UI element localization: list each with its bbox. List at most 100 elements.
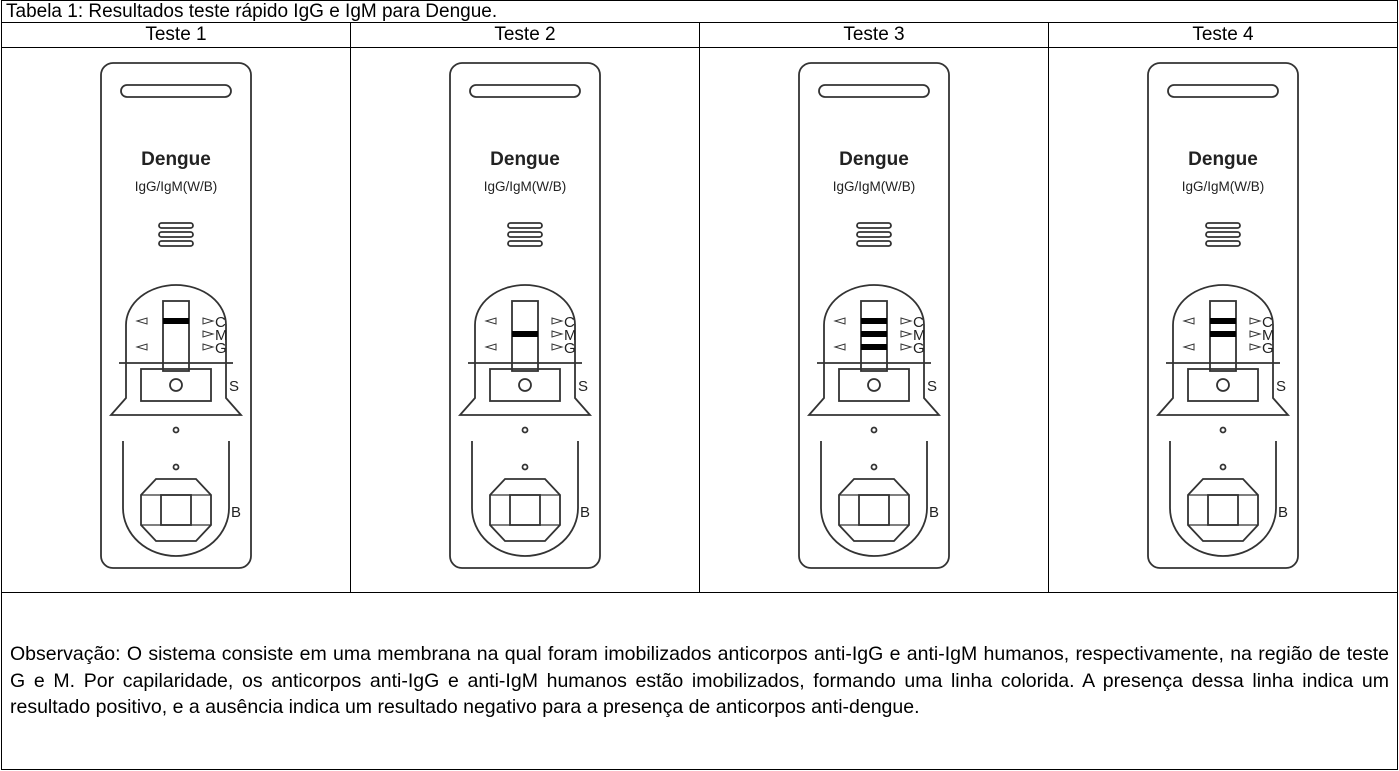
band bbox=[1210, 330, 1236, 337]
right-arrow bbox=[202, 329, 215, 338]
vent bbox=[158, 239, 194, 247]
window bbox=[125, 283, 227, 363]
band bbox=[512, 330, 538, 337]
vent bbox=[1205, 230, 1241, 238]
right-arrow bbox=[1249, 342, 1262, 351]
lower-well bbox=[471, 440, 579, 557]
buffer-lines bbox=[1188, 493, 1258, 526]
m-label: M bbox=[564, 327, 577, 344]
g-label: G bbox=[1262, 340, 1274, 357]
right-arrow bbox=[202, 342, 215, 351]
s-label: S bbox=[1276, 378, 1286, 395]
dot bbox=[172, 463, 180, 470]
dot bbox=[521, 463, 529, 470]
lower-well bbox=[1169, 440, 1277, 557]
left-arrow bbox=[1182, 342, 1195, 351]
right-arrow bbox=[900, 329, 913, 338]
s-label: S bbox=[927, 378, 937, 395]
brand: Dengue bbox=[141, 149, 211, 170]
subtitle: IgG/IgM(W/B) bbox=[484, 179, 567, 194]
lower-well bbox=[122, 440, 230, 557]
cassette: Dengue IgG/IgM(W/B) CMG S B bbox=[1147, 61, 1299, 569]
s-label: S bbox=[229, 378, 239, 395]
left-arrow bbox=[833, 316, 846, 325]
right-arrow bbox=[900, 342, 913, 351]
band bbox=[861, 343, 887, 350]
column-heading: Teste 1 bbox=[1, 22, 351, 48]
m-label: M bbox=[215, 327, 228, 344]
cassette-cell: Dengue IgG/IgM(W/B) C M G S B bbox=[699, 47, 1049, 593]
left-arrow bbox=[1182, 316, 1195, 325]
cassette-cell: Dengue IgG/IgM(W/B) C M G S B bbox=[350, 47, 700, 593]
brand: Dengue bbox=[839, 149, 909, 170]
b-label: B bbox=[231, 504, 241, 521]
cassette: Dengue IgG/IgM(W/B) CMG S B bbox=[798, 61, 950, 569]
window bbox=[823, 283, 925, 363]
right-arrow bbox=[202, 316, 215, 325]
c-label: C bbox=[564, 314, 575, 331]
sample-housing bbox=[807, 361, 941, 416]
vent bbox=[1205, 221, 1241, 229]
subtitle: IgG/IgM(W/B) bbox=[1182, 179, 1265, 194]
vent bbox=[856, 221, 892, 229]
right-arrow bbox=[900, 316, 913, 325]
b-label: B bbox=[1278, 504, 1288, 521]
slot bbox=[1167, 83, 1279, 98]
sample-housing bbox=[1156, 361, 1290, 416]
vent bbox=[856, 230, 892, 238]
buffer-lines bbox=[141, 493, 211, 526]
band bbox=[861, 330, 887, 337]
dot bbox=[172, 426, 180, 433]
right-arrow bbox=[551, 316, 564, 325]
left-arrow bbox=[135, 342, 148, 351]
subtitle: IgG/IgM(W/B) bbox=[833, 179, 916, 194]
sample-hole bbox=[1216, 377, 1230, 392]
slot bbox=[469, 83, 581, 98]
sample-box bbox=[489, 367, 561, 402]
buffer-lines bbox=[490, 493, 560, 526]
brand: Dengue bbox=[1188, 149, 1258, 170]
sample-housing bbox=[109, 361, 243, 416]
brand: Dengue bbox=[490, 149, 560, 170]
b-label: B bbox=[929, 504, 939, 521]
strip bbox=[162, 299, 190, 372]
window bbox=[474, 283, 576, 363]
right-arrow bbox=[1249, 329, 1262, 338]
vent bbox=[158, 221, 194, 229]
cassette-cell: Dengue IgG/IgM(W/B) C M G S B bbox=[1, 47, 351, 593]
left-arrow bbox=[135, 316, 148, 325]
g-label: G bbox=[564, 340, 576, 357]
cassette: Dengue IgG/IgM(W/B) CMG S B bbox=[100, 61, 252, 569]
band bbox=[163, 317, 189, 324]
sample-box bbox=[1187, 367, 1259, 402]
sample-housing bbox=[458, 361, 592, 416]
s-label: S bbox=[578, 378, 588, 395]
sample-box bbox=[140, 367, 212, 402]
dot bbox=[1219, 463, 1227, 470]
g-label: G bbox=[215, 340, 227, 357]
g-label: G bbox=[913, 340, 925, 357]
vent bbox=[507, 239, 543, 247]
sample-hole bbox=[169, 377, 183, 392]
window bbox=[1172, 283, 1274, 363]
lower-well bbox=[820, 440, 928, 557]
c-label: C bbox=[913, 314, 924, 331]
m-label: M bbox=[913, 327, 926, 344]
left-arrow bbox=[484, 316, 497, 325]
b-label: B bbox=[580, 504, 590, 521]
table-title: Tabela 1: Resultados teste rápido IgG e … bbox=[1, 0, 1398, 23]
right-arrow bbox=[551, 329, 564, 338]
vent bbox=[507, 230, 543, 238]
c-label: C bbox=[1262, 314, 1273, 331]
c-label: C bbox=[215, 314, 226, 331]
vent bbox=[158, 230, 194, 238]
slot bbox=[818, 83, 930, 98]
column-heading: Teste 2 bbox=[350, 22, 700, 48]
cassette-cell: Dengue IgG/IgM(W/B) C M G S B bbox=[1048, 47, 1398, 593]
right-arrow bbox=[1249, 316, 1262, 325]
left-arrow bbox=[484, 342, 497, 351]
left-arrow bbox=[833, 342, 846, 351]
subtitle: IgG/IgM(W/B) bbox=[135, 179, 218, 194]
